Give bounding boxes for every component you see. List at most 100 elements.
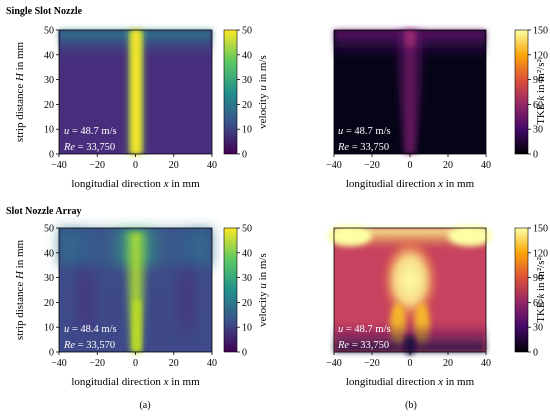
colorbar-tick-label: 30 [242,75,252,86]
x-tick-label: 20 [169,160,179,171]
x-tick-label: 20 [169,358,179,369]
colorbar-label: TKE k in m²/s² [535,257,547,323]
y-tick-label: 10 [44,125,54,136]
y-tick-label: 40 [44,50,54,61]
x-tick-label: 20 [443,358,453,369]
x-axis-label: longitudial direction x in mm [71,376,200,388]
x-tick-label: −40 [326,358,342,369]
colorbar-tick-label: 50 [242,224,252,235]
colorbar: 0 10 20 30 40 50 velocity u in m/s [223,224,269,359]
y-axis-label: strip distance H in mm [14,239,26,340]
x-axis-label: longitudial direction x in mm [346,178,475,190]
panel-single-tke: u = 48.7 m/s Re = 33,750 −40 −20 0 20 40 lon… [326,26,548,191]
colorbar-label: TKE k in m²/s² [535,59,547,125]
colorbar-tick-label: 30 [533,323,543,334]
x-tick-label: −40 [51,160,67,171]
annotation-reynolds: Re = 33,750 [337,142,389,153]
annotations: u = 48.7 m/s Re = 33,750 [337,126,391,153]
annotation-reynolds: Re = 33,750 [337,340,389,351]
colorbar-label: velocity u in m/s [257,55,269,129]
colorbar-tick-label: 10 [242,125,252,136]
panel-label-a: (a) [139,400,150,411]
x-axis-ticks: −40 −20 0 20 40 [326,154,491,171]
colorbar-tick-label: 0 [533,348,538,359]
annotations: u = 48.4 m/s Re = 33,570 [63,324,117,351]
y-tick-label: 50 [44,26,54,37]
x-tick-label: 20 [443,160,453,171]
x-tick-label: −20 [89,358,105,369]
colorbar-tick-label: 150 [533,224,548,235]
x-tick-label: −40 [51,358,67,369]
colorbar: 0 30 60 90 120 150 TKE k in m²/s² [514,26,548,161]
y-tick-label: 40 [44,248,54,259]
colorbar-tick-label: 20 [242,298,252,309]
y-tick-label: 20 [44,100,54,111]
colorbar-tick-label: 0 [242,150,247,161]
x-tick-label: 0 [133,358,138,369]
panel-single-velocity: u = 48.7 m/s Re = 33,750 −40 −20 0 20 40 0 10… [14,26,269,191]
colorbar-tick-label: 90 [533,273,543,284]
colorbar-tick-label: 60 [533,100,543,111]
annotation-velocity: u = 48.4 m/s [64,324,117,335]
colorbar: 0 10 20 30 40 50 velocity u in m/s [223,26,269,161]
x-tick-label: 40 [481,160,491,171]
y-tick-label: 10 [44,323,54,334]
colorbar-tick-label: 30 [533,125,543,136]
x-axis-ticks: −40 −20 0 20 40 [51,154,217,171]
colorbar-label: velocity u in m/s [257,253,269,327]
panel-label-b: (b) [405,400,417,411]
colorbar-tick-label: 150 [533,26,548,37]
x-axis-ticks: −40 −20 0 20 40 [51,352,217,369]
panel-array-tke: u = 48.7 m/s Re = 33,750 −40 −20 0 20 40 lon… [326,224,548,389]
heatmap-field [59,30,212,154]
heatmap-field [59,228,212,352]
section-title-single: Single Slot Nozzle [6,6,83,17]
heatmap-field [328,226,492,355]
section-title-array: Slot Nozzle Array [6,206,82,217]
colorbar-ticks: 0 10 20 30 40 50 [237,224,252,359]
annotations: u = 48.7 m/s Re = 33,750 [63,126,117,153]
y-axis-ticks: 0 10 20 30 40 50 [44,224,59,359]
colorbar-tick-label: 120 [533,50,548,61]
colorbar-tick-label: 30 [242,273,252,284]
annotation-velocity: u = 48.7 m/s [338,324,391,335]
annotation-reynolds: Re = 33,750 [63,142,115,153]
heatmap-field [334,30,486,154]
panel-array-velocity: u = 48.4 m/s Re = 33,570 −40 −20 0 20 40 0 10… [14,224,269,389]
x-axis-label: longitudial direction x in mm [346,376,475,388]
x-tick-label: 40 [207,358,217,369]
colorbar-tick-label: 60 [533,298,543,309]
annotation-reynolds: Re = 33,570 [63,340,115,351]
y-tick-label: 50 [44,224,54,235]
y-tick-label: 30 [44,75,54,86]
annotations: u = 48.7 m/s Re = 33,750 [337,324,391,351]
colorbar-tick-label: 120 [533,248,548,259]
x-tick-label: −40 [326,160,342,171]
x-tick-label: 40 [481,358,491,369]
colorbar-tick-label: 0 [242,348,247,359]
colorbar-ticks: 0 10 20 30 40 50 [237,26,252,161]
x-tick-label: −20 [89,160,105,171]
colorbar-tick-label: 20 [242,100,252,111]
y-tick-label: 30 [44,273,54,284]
colorbar-tick-label: 10 [242,323,252,334]
x-tick-label: 0 [133,160,138,171]
colorbar-ticks: 0 30 60 90 120 150 [528,26,548,161]
y-axis-ticks: 0 10 20 30 40 50 [44,26,59,161]
x-tick-label: −20 [364,358,380,369]
x-axis-ticks: −40 −20 0 20 40 [326,352,491,369]
colorbar: 0 30 60 90 120 150 TKE k in m²/s² [514,224,548,359]
colorbar-tick-label: 50 [242,26,252,37]
colorbar-tick-label: 90 [533,75,543,86]
x-tick-label: 0 [408,358,413,369]
y-tick-label: 20 [44,298,54,309]
y-tick-label: 0 [49,150,54,161]
y-tick-label: 0 [49,348,54,359]
colorbar-tick-label: 40 [242,50,252,61]
colorbar-tick-label: 0 [533,150,538,161]
annotation-velocity: u = 48.7 m/s [338,126,391,137]
y-axis-label: strip distance H in mm [14,41,26,142]
x-tick-label: 0 [408,160,413,171]
x-tick-label: 40 [207,160,217,171]
x-axis-label: longitudial direction x in mm [71,178,200,190]
